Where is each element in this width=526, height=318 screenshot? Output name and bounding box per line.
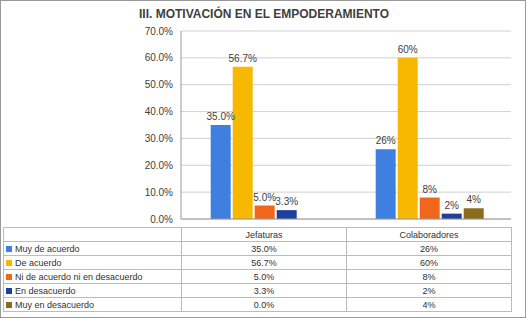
svg-text:5.0%: 5.0% [253,192,276,203]
svg-text:0.0%: 0.0% [150,214,173,225]
html-text:4%: 4% [422,299,436,310]
html-text:En desacuerdo: En desacuerdo [15,285,76,296]
html-text:8%: 8% [422,271,436,282]
svg-text:50.0%: 50.0% [145,79,173,90]
svg-text:70.0%: 70.0% [145,26,173,37]
svg-text:56.7%: 56.7% [229,53,257,64]
svg-text:3.3%: 3.3% [275,196,298,207]
svg-text:8%: 8% [422,184,437,195]
html-text:3.3%: 3.3% [253,285,275,296]
html-text:0.0%: 0.0% [253,299,275,310]
html-text:26%: 26% [420,243,438,254]
svg-text:26%: 26% [376,135,396,146]
svg-text:60%: 60% [398,44,418,55]
html-text:35.0%: 35.0% [251,243,277,254]
html-text:Colaboradores: Colaboradores [399,229,459,240]
svg-text:4%: 4% [466,194,481,205]
html-text:2%: 2% [422,285,436,296]
html-text:5.0%: 5.0% [253,271,275,282]
svg-text:60.0%: 60.0% [145,52,173,63]
svg-text:30.0%: 30.0% [145,133,173,144]
html-text:60%: 60% [420,257,438,268]
svg-text:35.0%: 35.0% [207,111,235,122]
html-text:56.7%: 56.7% [251,257,277,268]
html-text:Muy en desacuerdo: Muy en desacuerdo [15,299,95,310]
html-text:III. MOTIVACIÓN EN EL EMPODERA: III. MOTIVACIÓN EN EL EMPODERAMIENTO [139,7,389,21]
html-text:Ni de acuerdo ni en desacuerdo: Ni de acuerdo ni en desacuerdo [15,271,143,282]
svg-text:2%: 2% [444,200,459,211]
svg-text:20.0%: 20.0% [145,160,173,171]
svg-text:10.0%: 10.0% [145,187,173,198]
html-text:Muy de acuerdo: Muy de acuerdo [15,243,80,254]
html-text:De acuerdo: De acuerdo [15,257,62,268]
svg-text:40.0%: 40.0% [145,106,173,117]
html-text:Jefaturas: Jefaturas [245,229,283,240]
